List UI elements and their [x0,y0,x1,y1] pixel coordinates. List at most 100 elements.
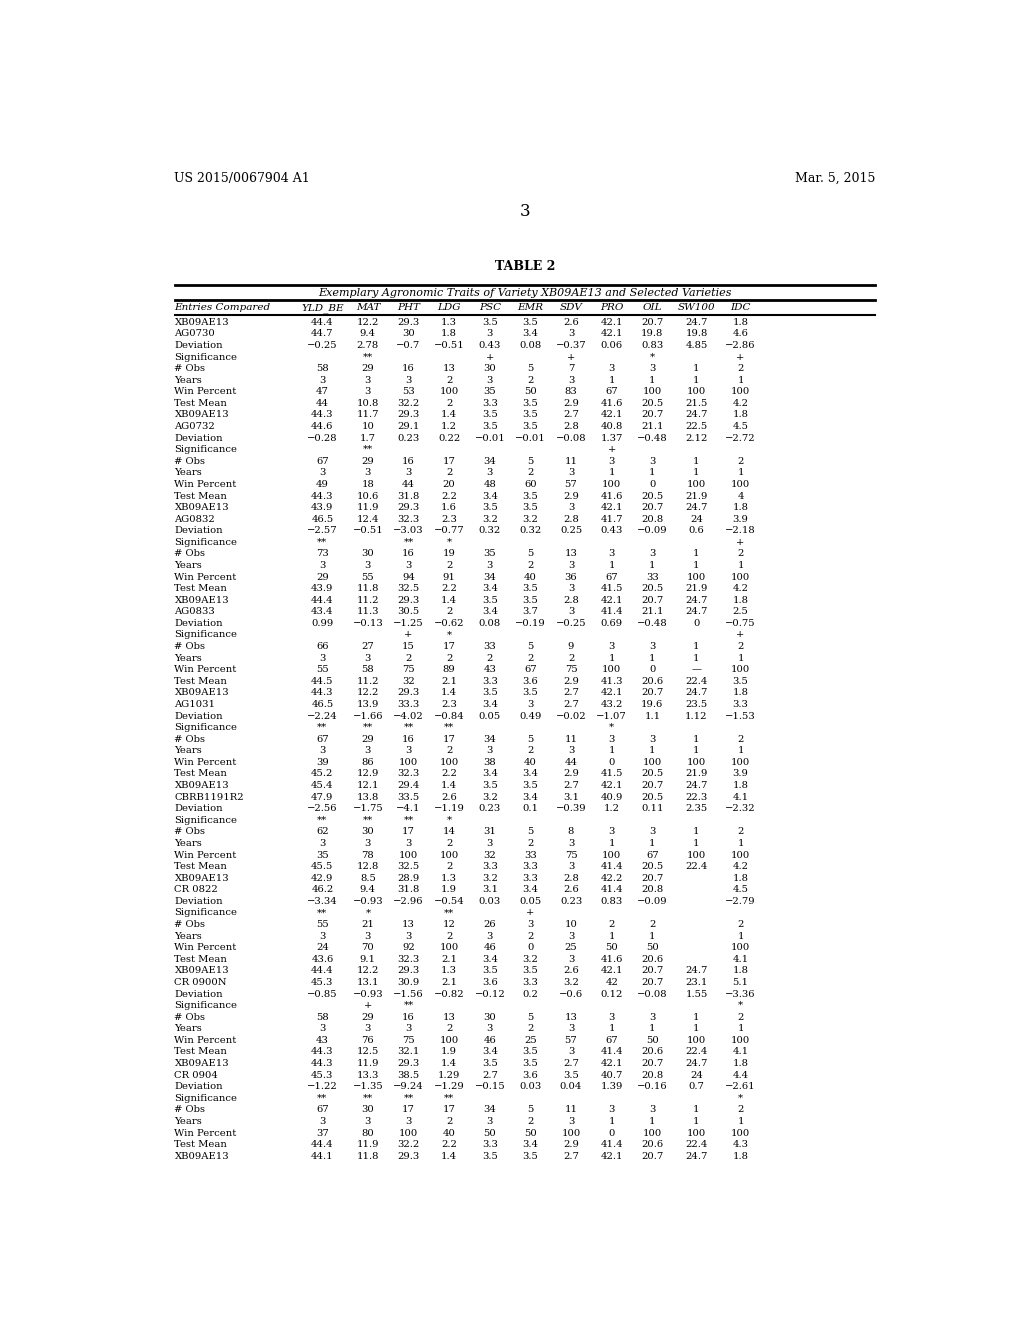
Text: 100: 100 [439,1036,459,1045]
Text: # Obs: # Obs [174,920,206,929]
Text: 3.5: 3.5 [522,595,539,605]
Text: *: * [446,816,452,825]
Text: 3.3: 3.3 [732,700,749,709]
Text: 22.4: 22.4 [685,1140,708,1150]
Text: 42.1: 42.1 [600,318,623,327]
Text: 44.3: 44.3 [311,1059,334,1068]
Text: 75: 75 [564,850,578,859]
Text: 0.03: 0.03 [478,896,501,906]
Text: −0.08: −0.08 [556,433,587,442]
Text: −2.32: −2.32 [725,804,756,813]
Text: 100: 100 [731,665,751,675]
Text: *: * [738,1001,743,1010]
Text: *: * [446,537,452,546]
Text: 2.35: 2.35 [685,804,708,813]
Text: 55: 55 [316,665,329,675]
Text: 2: 2 [527,561,534,570]
Text: 3: 3 [365,561,371,570]
Text: 76: 76 [361,1036,374,1045]
Text: 2: 2 [527,469,534,478]
Text: 32.3: 32.3 [397,954,420,964]
Text: **: ** [362,816,373,825]
Text: XB09AE13: XB09AE13 [174,689,229,697]
Text: 4.1: 4.1 [732,1048,749,1056]
Text: 67: 67 [605,573,618,582]
Text: 5: 5 [527,549,534,558]
Text: 9.4: 9.4 [359,886,376,894]
Text: 0.6: 0.6 [688,527,705,535]
Text: 2: 2 [527,1117,534,1126]
Text: 3: 3 [365,1117,371,1126]
Text: 32.5: 32.5 [397,862,420,871]
Text: **: ** [317,537,328,546]
Text: 1.6: 1.6 [441,503,457,512]
Text: 16: 16 [402,364,415,374]
Text: 32.2: 32.2 [397,399,420,408]
Text: −0.39: −0.39 [556,804,587,813]
Text: 33: 33 [483,642,497,651]
Text: 3.3: 3.3 [522,874,539,883]
Text: 58: 58 [316,364,329,374]
Text: Deviation: Deviation [174,433,223,442]
Text: 20: 20 [442,480,456,488]
Text: 38.5: 38.5 [397,1071,420,1080]
Text: 3.5: 3.5 [482,595,498,605]
Text: 48: 48 [483,480,497,488]
Text: Deviation: Deviation [174,619,223,628]
Text: 1.37: 1.37 [600,433,623,442]
Text: 0.23: 0.23 [560,896,583,906]
Text: 36: 36 [564,573,578,582]
Text: 46.5: 46.5 [311,700,334,709]
Text: 67: 67 [316,1105,329,1114]
Text: 3: 3 [406,840,412,847]
Text: 0.06: 0.06 [601,341,623,350]
Text: 21.9: 21.9 [685,491,708,500]
Text: 13: 13 [564,1012,578,1022]
Text: 20.7: 20.7 [641,966,664,975]
Text: 1.8: 1.8 [441,330,457,338]
Text: −0.01: −0.01 [474,433,505,442]
Text: Years: Years [174,376,203,384]
Text: Deviation: Deviation [174,1082,223,1092]
Text: 2: 2 [737,457,743,466]
Text: 2: 2 [445,862,453,871]
Text: 4.4: 4.4 [732,1071,749,1080]
Text: 2.7: 2.7 [563,1059,579,1068]
Text: 1: 1 [649,840,655,847]
Text: 0.83: 0.83 [641,341,664,350]
Text: 4.85: 4.85 [685,341,708,350]
Text: −0.13: −0.13 [352,619,383,628]
Text: 53: 53 [402,387,415,396]
Text: Deviation: Deviation [174,341,223,350]
Text: 13.1: 13.1 [356,978,379,987]
Text: AG1031: AG1031 [174,700,215,709]
Text: 3.4: 3.4 [481,491,498,500]
Text: 1.9: 1.9 [441,886,457,894]
Text: 12.1: 12.1 [356,781,379,791]
Text: 3: 3 [608,1105,614,1114]
Text: 0.83: 0.83 [600,896,623,906]
Text: 3.3: 3.3 [482,677,498,686]
Text: Years: Years [174,469,203,478]
Text: 3: 3 [608,1012,614,1022]
Text: Deviation: Deviation [174,711,223,721]
Text: OIL: OIL [642,304,663,312]
Text: 3: 3 [365,387,371,396]
Text: US 2015/0067904 A1: US 2015/0067904 A1 [174,172,310,185]
Text: 67: 67 [605,1036,618,1045]
Text: 0.1: 0.1 [522,804,539,813]
Text: 92: 92 [402,944,415,952]
Text: 1: 1 [608,561,615,570]
Text: # Obs: # Obs [174,549,206,558]
Text: 44.1: 44.1 [311,1151,334,1160]
Text: −2.79: −2.79 [725,896,756,906]
Text: 44: 44 [402,480,415,488]
Text: 10.8: 10.8 [356,399,379,408]
Text: 0.08: 0.08 [478,619,501,628]
Text: CBRB1191R2: CBRB1191R2 [174,792,244,801]
Text: 44.5: 44.5 [311,677,334,686]
Text: 4.5: 4.5 [732,422,749,432]
Text: 50: 50 [646,1036,658,1045]
Text: 2.8: 2.8 [563,874,579,883]
Text: 7: 7 [568,364,574,374]
